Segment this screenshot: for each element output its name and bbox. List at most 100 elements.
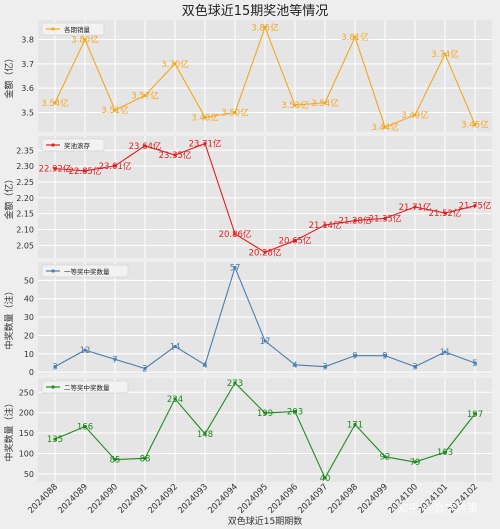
data-point (173, 397, 177, 401)
x-tick-label: 2024091 (116, 482, 150, 516)
data-label: 135 (47, 435, 63, 445)
data-label: 197 (467, 410, 483, 420)
data-label: 17 (260, 337, 271, 347)
data-label: 234 (167, 395, 183, 405)
y-tick-label: 50 (24, 276, 34, 285)
data-label: 166 (77, 423, 93, 433)
data-label: 85 (110, 456, 121, 466)
x-tick-label: 2024090 (86, 482, 120, 516)
data-point (113, 164, 117, 168)
data-point (383, 455, 387, 459)
data-point (413, 460, 417, 464)
data-label: 20.65亿 (279, 236, 312, 247)
data-point (263, 25, 267, 29)
data-label: 3.54亿 (41, 98, 68, 109)
x-tick-label: 2024089 (56, 482, 90, 516)
legend-box (41, 380, 129, 394)
legend-marker (51, 27, 55, 31)
data-label: 21.14亿 (309, 220, 342, 231)
data-point (353, 219, 357, 223)
data-point (473, 412, 477, 416)
data-point (143, 144, 147, 148)
data-point (233, 265, 237, 270)
data-label: 12 (80, 346, 91, 356)
data-label: 23.64亿 (129, 141, 162, 152)
legend-marker (51, 385, 55, 389)
data-point (323, 223, 327, 227)
data-point (443, 450, 447, 454)
data-point (413, 205, 417, 209)
data-point (383, 125, 387, 129)
y-tick-label: 0 (29, 368, 34, 377)
x-tick-label: 2024088 (26, 482, 60, 516)
data-label: 14 (170, 342, 181, 352)
data-point (323, 101, 327, 105)
x-tick-label: 2024099 (356, 482, 390, 516)
data-label: 21.71亿 (399, 202, 432, 213)
y-tick-label: 3.8 (21, 35, 34, 44)
data-label: 21.35亿 (369, 213, 402, 224)
y-tick-label: 30 (24, 313, 34, 322)
data-label: 3.45亿 (461, 120, 488, 131)
data-point (413, 365, 417, 369)
data-point (473, 123, 477, 127)
data-label: 3.53亿 (281, 100, 308, 111)
data-point (233, 232, 237, 236)
data-label: 79 (410, 458, 421, 468)
data-point (383, 216, 387, 220)
data-label: 2 (142, 364, 147, 374)
data-point (173, 344, 177, 349)
data-point (203, 363, 207, 367)
legend-marker (51, 143, 55, 147)
data-point (263, 339, 267, 343)
data-point (113, 108, 117, 112)
x-tick-label: 2024093 (176, 482, 210, 516)
data-point (353, 35, 357, 39)
data-point (143, 366, 147, 371)
y-tick-label: 250 (19, 388, 34, 397)
data-label: 11 (440, 348, 451, 358)
data-point (83, 37, 87, 42)
data-label: 23.35亿 (159, 150, 192, 161)
legend-label: 各期销量 (64, 25, 91, 34)
y-tick-label: 2.10 (16, 225, 34, 234)
data-point (83, 169, 87, 173)
data-label: 103 (437, 448, 453, 458)
legend-label: 二等奖中奖数量 (64, 383, 110, 392)
data-label: 5 (472, 359, 477, 369)
data-label: 3.81亿 (341, 32, 368, 43)
y-tick-label: 200 (19, 409, 34, 418)
watermark: 知乎 @数字故事 (398, 501, 479, 515)
data-label: 3 (322, 363, 327, 373)
x-tick-label: 2024095 (236, 482, 270, 516)
y-tick-label: 2.05 (16, 241, 34, 250)
y-tick-label: 150 (19, 429, 34, 438)
data-label: 40 (320, 474, 331, 484)
data-point (263, 250, 267, 254)
data-label: 171 (347, 420, 363, 430)
data-label: 9 (352, 352, 357, 362)
data-label: 22.92亿 (39, 164, 72, 175)
data-label: 7 (112, 355, 117, 365)
data-label: 23.01亿 (99, 161, 132, 172)
y-tick-label: 2.20 (16, 194, 34, 203)
data-label: 22.85亿 (69, 166, 102, 177)
y-axis-label: 中奖数量（注） (3, 398, 15, 461)
data-label: 9 (382, 352, 387, 362)
y-axis-label: 金额（亿） (3, 53, 15, 98)
data-label: 3.50亿 (221, 108, 248, 119)
data-label: 3.57亿 (131, 90, 158, 101)
figure-title: 双色球近15期奖池等情况 (182, 3, 329, 19)
data-point (233, 381, 237, 385)
data-label: 21.52亿 (429, 208, 462, 219)
legend-box (41, 22, 105, 36)
data-point (173, 153, 177, 157)
x-axis-label: 双色球近15期期数 (228, 515, 302, 527)
data-label: 92 (380, 453, 391, 463)
legend-box (41, 264, 129, 278)
data-label: 21.75亿 (459, 201, 492, 212)
y-tick-label: 20 (24, 331, 34, 340)
data-label: 3.49亿 (401, 110, 428, 121)
data-point (113, 357, 117, 361)
